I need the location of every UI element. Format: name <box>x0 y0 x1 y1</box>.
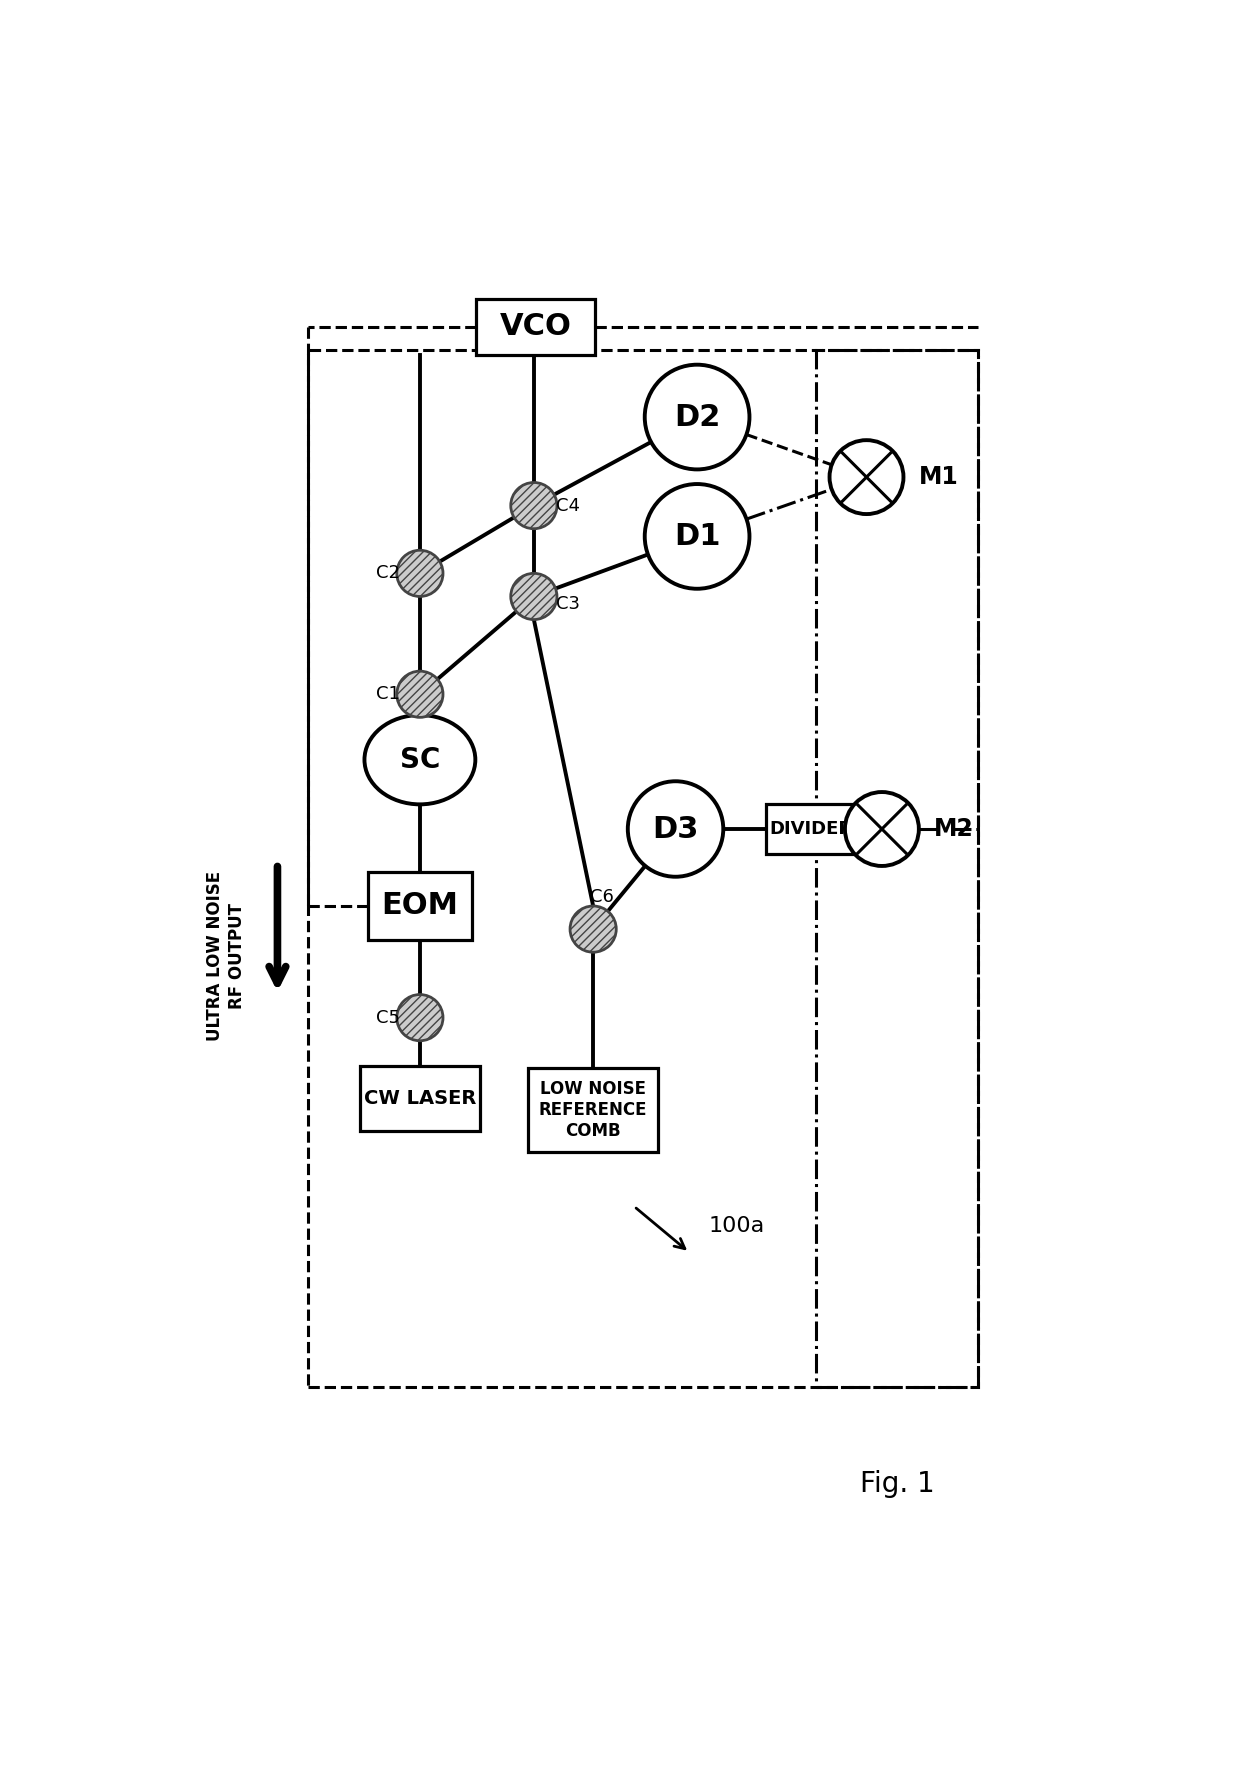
Text: C4: C4 <box>556 497 580 515</box>
Ellipse shape <box>365 715 475 804</box>
Circle shape <box>511 483 557 529</box>
Text: C2: C2 <box>376 564 399 582</box>
Text: LOW NOISE
REFERENCE
COMB: LOW NOISE REFERENCE COMB <box>539 1081 647 1140</box>
Text: ULTRA LOW NOISE
RF OUTPUT: ULTRA LOW NOISE RF OUTPUT <box>206 872 246 1042</box>
Circle shape <box>844 792 919 866</box>
Text: M1: M1 <box>919 465 959 490</box>
Bar <box>368 872 472 941</box>
Circle shape <box>397 550 443 596</box>
Text: 100a: 100a <box>708 1216 765 1235</box>
Circle shape <box>830 440 904 515</box>
Text: C3: C3 <box>556 595 580 612</box>
Text: D3: D3 <box>652 815 698 843</box>
Text: C1: C1 <box>376 685 399 703</box>
Text: EOM: EOM <box>382 891 459 921</box>
Bar <box>816 350 978 1388</box>
Text: Fig. 1: Fig. 1 <box>859 1470 935 1498</box>
Text: CW LASER: CW LASER <box>363 1090 476 1108</box>
Text: VCO: VCO <box>500 312 572 341</box>
Circle shape <box>570 905 616 951</box>
Text: D2: D2 <box>673 403 720 431</box>
Text: C6: C6 <box>590 888 614 905</box>
Bar <box>476 300 595 355</box>
Circle shape <box>511 573 557 619</box>
Text: D1: D1 <box>673 522 720 550</box>
Bar <box>361 1065 480 1131</box>
Circle shape <box>645 364 749 469</box>
Bar <box>528 1069 658 1152</box>
Bar <box>765 804 857 854</box>
Bar <box>309 350 978 1388</box>
Circle shape <box>397 671 443 717</box>
Circle shape <box>627 781 723 877</box>
Text: C5: C5 <box>376 1008 399 1026</box>
Text: DIVIDER: DIVIDER <box>770 820 853 838</box>
Text: M2: M2 <box>934 816 973 841</box>
Circle shape <box>645 485 749 589</box>
Text: SC: SC <box>399 746 440 774</box>
Circle shape <box>397 994 443 1040</box>
